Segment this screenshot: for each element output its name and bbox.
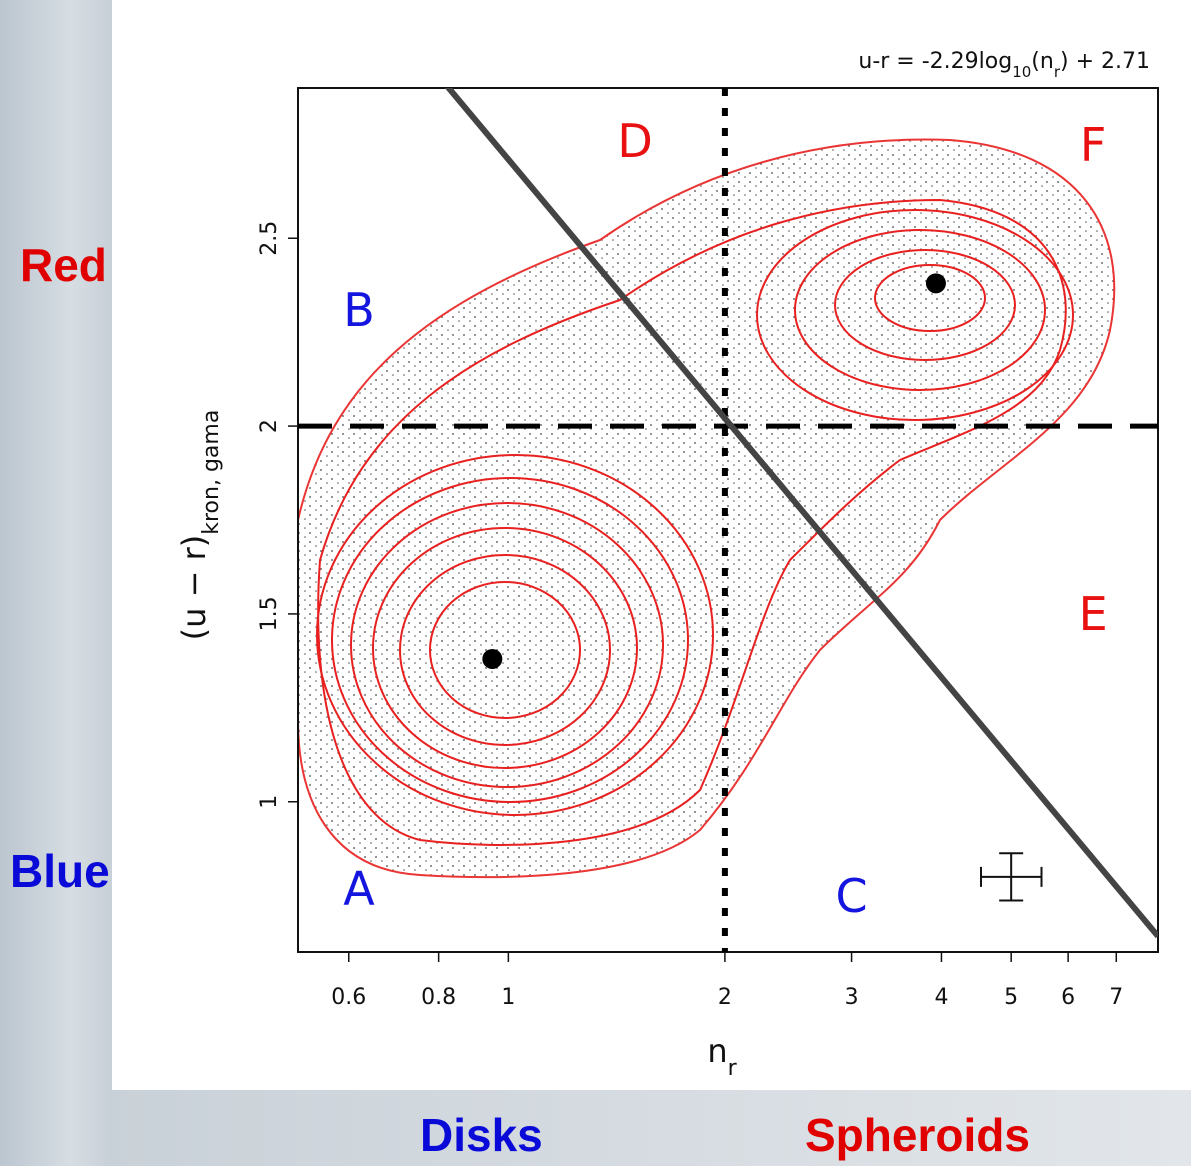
y-tick-label: 1 (257, 795, 282, 809)
region-label: D (617, 114, 652, 168)
y-axis-label: (u − r)kron, gama (175, 410, 224, 641)
x-tick-label: 4 (934, 985, 948, 1010)
x-tick-label: 6 (1061, 985, 1075, 1010)
x-label-main: n (707, 1032, 727, 1070)
y-label-sub: kron, gama (199, 410, 224, 535)
x-tick-label: 0.8 (421, 985, 456, 1010)
y-tick-label: 2.5 (257, 221, 282, 256)
x-tick-label: 0.6 (331, 985, 366, 1010)
region-label: F (1080, 118, 1106, 172)
density-peak (925, 273, 946, 294)
plot-overlays (298, 88, 1158, 952)
x-label-sub: r (728, 1056, 738, 1081)
density-contours (298, 138, 1116, 879)
x-tick-label: 2 (718, 985, 732, 1010)
equation: u-r = -2.29log10(nr) + 2.71 (858, 49, 1150, 81)
side-label: Blue (10, 845, 110, 897)
y-tick-label: 2 (257, 419, 282, 433)
x-tick-label: 3 (845, 985, 859, 1010)
x-axis-label: nr (707, 1032, 737, 1081)
equation-part: 10 (1012, 63, 1031, 81)
equation-part: (n (1031, 49, 1054, 74)
equation-part: u-r = -2.29log (858, 49, 1012, 74)
fit-line (444, 88, 1158, 939)
density-peak (482, 648, 503, 669)
region-label: B (343, 283, 375, 337)
x-tick-label: 5 (1004, 985, 1018, 1010)
y-tick-label: 1.5 (257, 596, 282, 631)
side-label: Red (20, 239, 107, 291)
x-tick-label: 7 (1109, 985, 1123, 1010)
region-label: C (836, 869, 868, 923)
bottom-label: Spheroids (805, 1109, 1030, 1161)
region-label: E (1079, 587, 1108, 641)
x-tick-label: 1 (501, 985, 515, 1010)
plot-frame (297, 87, 1159, 953)
equation-part: r (1054, 63, 1061, 81)
bottom-label: Disks (420, 1109, 543, 1161)
region-label: A (343, 861, 375, 915)
equation-part: ) + 2.71 (1060, 49, 1150, 74)
y-label-main: (u − r) (175, 535, 213, 641)
